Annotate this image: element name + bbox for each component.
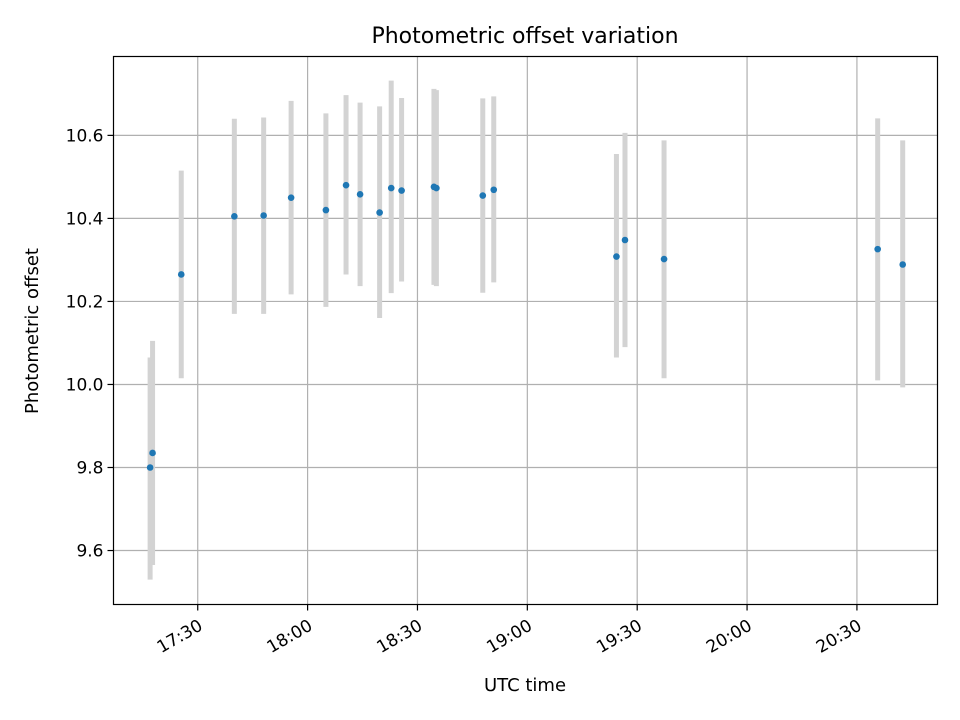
- x-tick-label: 19:00: [483, 616, 535, 658]
- y-tick-label: 10.2: [66, 292, 104, 312]
- data-point: [899, 261, 907, 268]
- x-tick-label: 20:00: [703, 616, 755, 658]
- y-tick-label: 10.0: [66, 375, 104, 395]
- x-tick-label: 20:30: [813, 616, 865, 658]
- data-point: [479, 192, 487, 199]
- data-point: [146, 464, 154, 471]
- data-point: [660, 255, 668, 263]
- data-point: [433, 184, 440, 192]
- x-tick-label: 18:30: [374, 616, 426, 658]
- data-points: [146, 181, 907, 471]
- data-point: [287, 194, 295, 201]
- x-axis-label: UTC time: [484, 675, 566, 696]
- x-tick-label: 18:00: [264, 616, 316, 658]
- y-tick-label: 10.6: [66, 126, 104, 146]
- data-point: [387, 184, 395, 192]
- plot-area-frame: [112, 55, 939, 606]
- data-point: [149, 449, 156, 457]
- data-point: [231, 213, 238, 220]
- data-point: [621, 236, 629, 244]
- y-axis-ticks: 9.6 9.8 10.0 10.2 10.4 10.6: [66, 126, 114, 562]
- data-point: [322, 206, 330, 214]
- y-axis-label: Photometric offset: [22, 248, 43, 414]
- x-tick-label: 19:30: [593, 616, 645, 658]
- y-tick-label: 10.4: [66, 209, 104, 229]
- x-tick-label: 17:30: [154, 616, 206, 658]
- x-axis-ticks: 17:30 18:00 18:30 19:00 19:30 20:00 20:30: [154, 604, 865, 658]
- data-point: [398, 187, 405, 194]
- data-point: [260, 212, 267, 219]
- data-point: [342, 181, 350, 189]
- data-point: [613, 253, 620, 260]
- data-point: [490, 186, 498, 194]
- y-tick-label: 9.6: [76, 542, 103, 562]
- y-tick-label: 9.8: [76, 459, 103, 479]
- grid-lines: [113, 56, 938, 605]
- data-point: [177, 271, 185, 278]
- data-point: [874, 245, 881, 253]
- chart-title: Photometric offset variation: [371, 24, 678, 49]
- data-point: [356, 191, 364, 198]
- error-bars: [147, 80, 906, 580]
- data-point: [376, 209, 383, 216]
